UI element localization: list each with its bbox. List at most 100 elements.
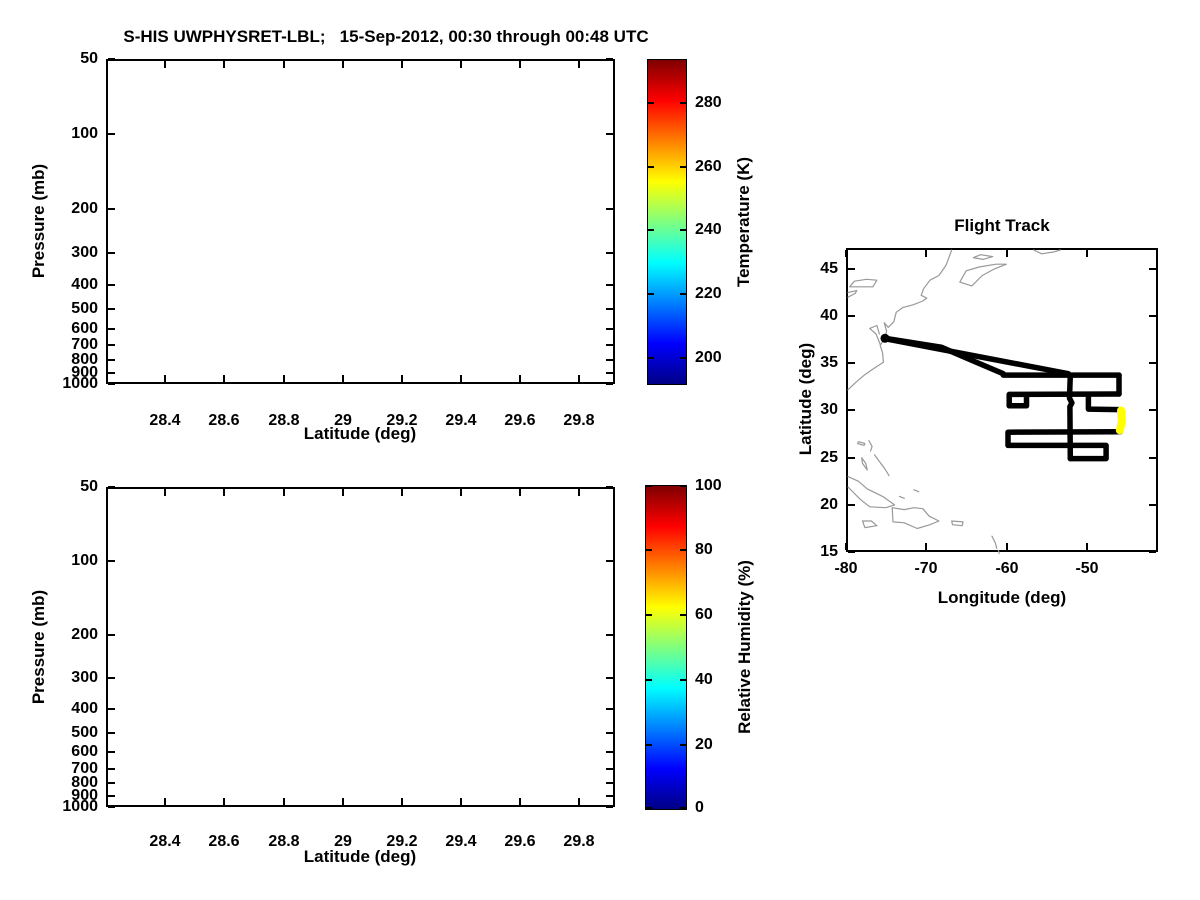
- y-tick-mark: [606, 751, 613, 753]
- y-tick-mark: [606, 634, 613, 636]
- y-tick-mark: [108, 383, 115, 385]
- map-x-tick-mark: [845, 250, 847, 257]
- y-tick-mark: [108, 133, 115, 135]
- flight-track-map: [846, 248, 1158, 555]
- y-tick-mark: [108, 344, 115, 346]
- x-tick-mark: [401, 489, 403, 496]
- y-tick-mark: [606, 708, 613, 710]
- colorbar-tick-mark: [680, 293, 686, 295]
- colorbar-tick-label: 100: [695, 477, 722, 494]
- y-tick-label: 300: [71, 669, 98, 686]
- colorbar-tick-label: 260: [695, 158, 722, 175]
- y-tick-mark: [606, 252, 613, 254]
- map-x-tick-mark: [1086, 543, 1088, 550]
- temperature-colorbar: [647, 59, 687, 385]
- humidity-panel-plot-area: [106, 487, 615, 807]
- y-tick-label: 100: [71, 552, 98, 569]
- y-tick-mark: [108, 708, 115, 710]
- x-tick-mark: [283, 375, 285, 382]
- colorbar-tick-mark: [646, 549, 652, 551]
- x-tick-label: 28.6: [208, 412, 240, 429]
- coastline: [972, 254, 994, 260]
- map-x-tick-mark: [1006, 543, 1008, 550]
- colorbar-tick-mark: [646, 614, 652, 616]
- y-tick-mark: [606, 308, 613, 310]
- colorbar-tick-mark: [680, 166, 686, 168]
- map-x-tick-label: -70: [914, 560, 938, 577]
- y-tick-mark: [606, 208, 613, 210]
- x-tick-mark: [460, 798, 462, 805]
- flight-track-canvas: [847, 249, 1126, 555]
- y-tick-label: 300: [71, 244, 98, 261]
- flight-track-start-marker: [880, 333, 890, 343]
- x-tick-label: 29.2: [386, 833, 418, 850]
- x-tick-label: 29: [334, 412, 352, 429]
- temperature-panel-ylabel: Pressure (mb): [29, 163, 48, 279]
- colorbar-tick-label: 80: [695, 541, 713, 558]
- map-x-tick-mark: [1006, 250, 1008, 257]
- x-tick-label: 28.4: [149, 833, 181, 850]
- colorbar-tick-mark: [646, 679, 652, 681]
- x-tick-label: 29: [334, 833, 352, 850]
- y-tick-mark: [606, 383, 613, 385]
- x-tick-mark: [460, 489, 462, 496]
- temperature-panel-xlabel: Latitude (deg): [303, 424, 417, 443]
- flight-track-xlabel: Longitude (deg): [937, 588, 1067, 607]
- colorbar-tick-mark: [680, 679, 686, 681]
- x-tick-mark: [578, 798, 580, 805]
- y-tick-label: 600: [71, 743, 98, 760]
- x-tick-mark: [342, 798, 344, 805]
- y-tick-label: 800: [71, 351, 98, 368]
- humidity-panel-xlabel: Latitude (deg): [303, 847, 417, 866]
- x-tick-mark: [519, 489, 521, 496]
- y-tick-mark: [606, 677, 613, 679]
- x-tick-mark: [223, 489, 225, 496]
- map-y-tick-label: 25: [820, 449, 838, 466]
- map-y-tick-mark: [1149, 551, 1156, 553]
- coastline: [868, 440, 873, 452]
- colorbar-tick-mark: [680, 807, 686, 809]
- y-tick-mark: [606, 486, 613, 488]
- y-tick-label: 500: [71, 724, 98, 741]
- map-y-tick-mark: [848, 457, 855, 459]
- y-tick-mark: [108, 58, 115, 60]
- x-tick-mark: [164, 375, 166, 382]
- x-tick-label: 29.8: [563, 412, 595, 429]
- x-tick-label: 29.4: [445, 833, 477, 850]
- x-tick-mark: [342, 489, 344, 496]
- y-tick-mark: [606, 806, 613, 808]
- coastline: [997, 549, 1000, 555]
- colorbar-tick-mark: [648, 166, 654, 168]
- y-tick-mark: [108, 677, 115, 679]
- coastline: [959, 263, 1007, 287]
- flight-track-title: Flight Track: [954, 216, 1050, 235]
- map-x-tick-label: -80: [834, 560, 858, 577]
- x-tick-label: 29.2: [386, 412, 418, 429]
- y-tick-mark: [108, 486, 115, 488]
- y-tick-mark: [108, 284, 115, 286]
- map-y-tick-label: 40: [820, 307, 838, 324]
- x-tick-mark: [401, 61, 403, 68]
- y-tick-mark: [108, 560, 115, 562]
- y-tick-label: 700: [71, 760, 98, 777]
- coastline: [857, 441, 866, 446]
- coastline: [861, 457, 868, 471]
- colorbar-tick-mark: [680, 357, 686, 359]
- y-tick-mark: [606, 782, 613, 784]
- y-tick-mark: [606, 732, 613, 734]
- colorbar-tick-label: 200: [695, 349, 722, 366]
- x-tick-mark: [164, 61, 166, 68]
- humidity-colorbar-label: Relative Humidity (%): [735, 560, 754, 734]
- coastline: [1033, 249, 1061, 255]
- y-tick-label: 200: [71, 200, 98, 217]
- x-tick-label: 28.8: [268, 833, 300, 850]
- colorbar-tick-label: 240: [695, 221, 722, 238]
- x-tick-mark: [578, 375, 580, 382]
- y-tick-mark: [606, 328, 613, 330]
- y-tick-label: 600: [71, 320, 98, 337]
- y-tick-mark: [606, 795, 613, 797]
- humidity-colorbar: [645, 485, 687, 810]
- map-y-tick-mark: [848, 268, 855, 270]
- x-tick-mark: [460, 61, 462, 68]
- y-tick-mark: [606, 768, 613, 770]
